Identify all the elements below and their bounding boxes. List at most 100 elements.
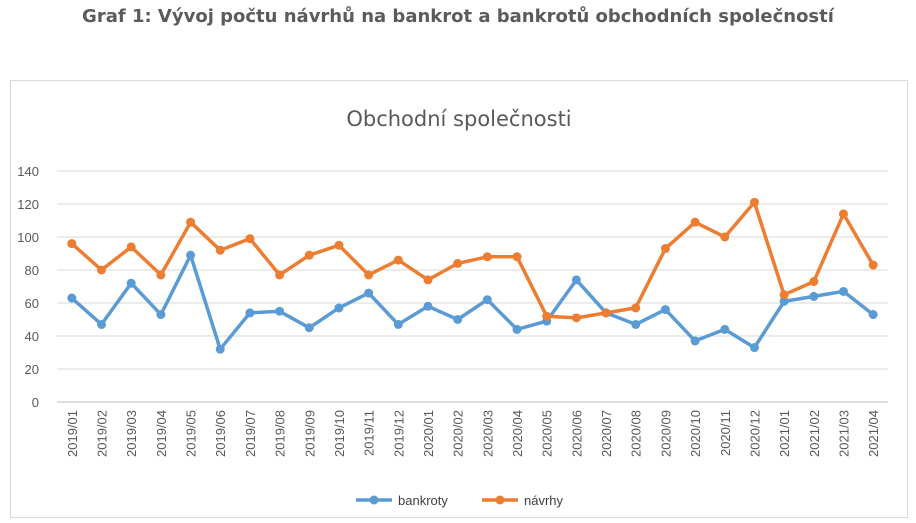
data-point xyxy=(482,252,492,262)
data-point xyxy=(542,311,552,321)
data-point xyxy=(97,319,107,329)
gridlines xyxy=(57,170,888,403)
series-1 xyxy=(67,250,878,354)
data-point xyxy=(156,310,166,320)
data-point xyxy=(126,242,136,252)
data-point xyxy=(423,275,433,285)
x-tick-label: 2019/07 xyxy=(243,410,258,457)
legend-item: bankroty xyxy=(356,493,448,508)
x-tick-label: 2020/12 xyxy=(747,410,762,457)
data-point xyxy=(156,270,166,280)
series-2 xyxy=(67,197,878,323)
data-point xyxy=(304,250,314,260)
legend-label: bankroty xyxy=(398,493,448,508)
x-tick-label: 2021/01 xyxy=(777,410,792,457)
data-point xyxy=(809,277,819,287)
y-tick-label: 20 xyxy=(25,362,39,377)
data-point xyxy=(631,319,641,329)
data-point xyxy=(660,305,670,315)
x-tick-label: 2019/11 xyxy=(362,410,377,456)
data-point xyxy=(690,217,700,227)
data-point xyxy=(660,244,670,254)
x-tick-label: 2020/03 xyxy=(480,410,495,457)
x-tick-label: 2020/06 xyxy=(569,410,584,457)
y-tick-label: 40 xyxy=(25,329,39,344)
data-point xyxy=(334,303,344,313)
x-tick-label: 2020/10 xyxy=(688,410,703,457)
data-point xyxy=(215,245,225,255)
series-layer xyxy=(67,197,878,354)
x-tick-label: 2020/07 xyxy=(599,410,614,457)
page-heading: Graf 1: Vývoj počtu návrhů na bankrot a … xyxy=(82,6,834,27)
x-tick-label: 2020/09 xyxy=(658,410,673,457)
data-point xyxy=(749,343,759,353)
data-point xyxy=(393,255,403,265)
y-axis: 0 20 40 60 80 100 120 140 xyxy=(17,164,39,410)
x-tick-label: 2019/02 xyxy=(95,410,110,457)
data-point xyxy=(453,315,463,324)
data-point xyxy=(631,303,641,313)
data-point xyxy=(245,234,255,244)
y-tick-label: 100 xyxy=(17,230,39,245)
data-point xyxy=(868,260,878,270)
chart-frame xyxy=(10,80,908,518)
data-point xyxy=(690,336,700,346)
y-tick-label: 0 xyxy=(32,395,39,410)
data-point xyxy=(275,306,285,316)
data-point xyxy=(720,324,730,334)
x-tick-label: 2019/10 xyxy=(332,410,347,457)
data-point xyxy=(364,288,374,298)
data-point xyxy=(512,324,522,334)
series-line xyxy=(70,253,875,351)
y-tick-label: 80 xyxy=(25,263,39,278)
data-point xyxy=(67,293,77,303)
x-tick-label: 2019/03 xyxy=(124,410,139,457)
data-point xyxy=(779,290,789,300)
x-tick-label: 2019/12 xyxy=(391,410,406,457)
x-tick-label: 2021/04 xyxy=(866,410,881,457)
legend: bankroty návrhy xyxy=(356,493,564,508)
x-tick-label: 2020/11 xyxy=(718,410,733,456)
data-point xyxy=(571,275,581,285)
data-point xyxy=(482,295,492,305)
data-point xyxy=(275,270,285,280)
data-point xyxy=(186,250,196,260)
data-point xyxy=(838,286,848,296)
data-point xyxy=(868,310,878,320)
data-point xyxy=(423,301,433,311)
legend-label: návrhy xyxy=(524,493,564,508)
data-point xyxy=(453,258,463,268)
x-tick-label: 2020/04 xyxy=(510,410,525,457)
y-tick-label: 60 xyxy=(25,296,39,311)
data-point xyxy=(126,278,136,288)
x-tick-label: 2019/06 xyxy=(213,410,228,457)
x-tick-label: 2020/08 xyxy=(629,410,644,457)
data-point xyxy=(97,265,107,275)
data-point xyxy=(304,323,314,333)
data-point xyxy=(571,313,581,323)
data-point xyxy=(393,319,403,329)
x-tick-label: 2019/01 xyxy=(65,410,80,457)
data-point xyxy=(809,291,819,301)
chart-title: Obchodní společnosti xyxy=(346,107,571,131)
legend-swatch-marker xyxy=(495,495,505,505)
x-axis: 2019/01 2019/02 2019/03 2019/04 2019/05 2019/… xyxy=(65,410,881,457)
data-point xyxy=(215,344,225,354)
data-point xyxy=(245,308,255,318)
x-tick-label: 2020/02 xyxy=(451,410,466,457)
data-point xyxy=(838,209,848,219)
data-point xyxy=(720,232,730,242)
data-point xyxy=(364,270,374,280)
data-point xyxy=(186,217,196,227)
x-tick-label: 2020/05 xyxy=(540,410,555,457)
data-point xyxy=(67,239,77,249)
x-tick-label: 2019/09 xyxy=(302,410,317,457)
x-tick-label: 2021/03 xyxy=(836,410,851,457)
data-point xyxy=(779,296,789,306)
data-point xyxy=(334,240,344,250)
legend-item: návrhy xyxy=(482,493,564,508)
y-tick-label: 140 xyxy=(17,164,39,179)
data-point xyxy=(749,197,759,207)
y-tick-label: 120 xyxy=(17,197,39,212)
